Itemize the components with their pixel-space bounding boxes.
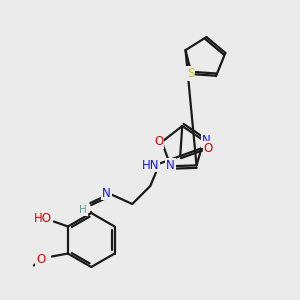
Text: N: N xyxy=(166,159,175,172)
Text: S: S xyxy=(187,67,194,80)
Text: HN: HN xyxy=(142,158,159,172)
Text: O: O xyxy=(154,135,164,148)
Text: HO: HO xyxy=(34,212,52,225)
Text: O: O xyxy=(204,142,213,154)
Text: N: N xyxy=(202,134,211,147)
Text: H: H xyxy=(80,205,87,215)
Text: O: O xyxy=(36,253,46,266)
Text: N: N xyxy=(102,187,111,200)
